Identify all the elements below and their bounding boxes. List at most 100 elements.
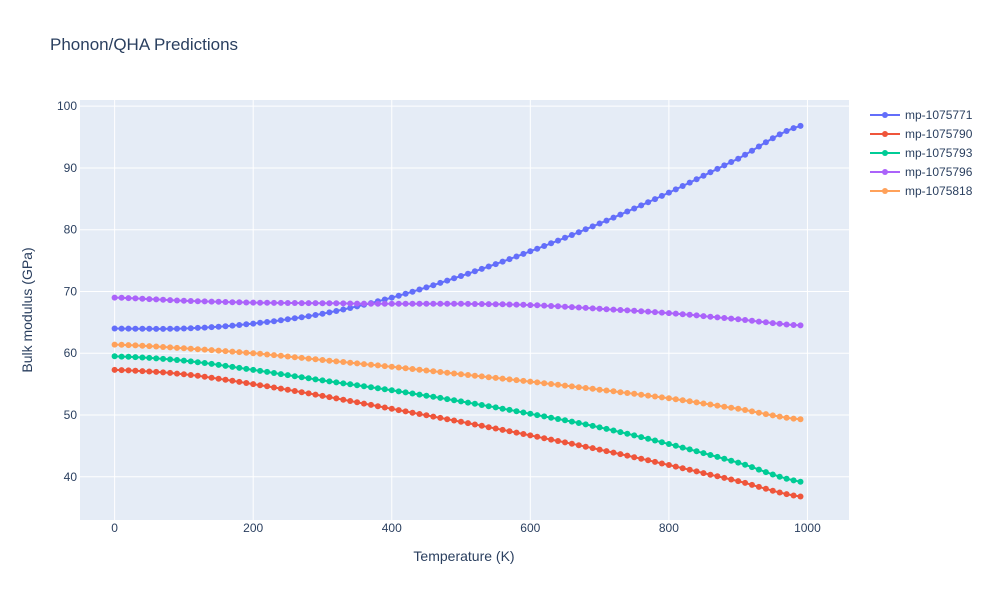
- data-point: [368, 401, 374, 408]
- legend-item-mp-1075796[interactable]: mp-1075796: [870, 165, 973, 179]
- data-point: [783, 321, 790, 328]
- data-point: [478, 265, 485, 272]
- data-point: [208, 360, 215, 367]
- data-point: [755, 143, 762, 150]
- data-point: [665, 395, 672, 402]
- data-point: [319, 310, 326, 317]
- data-point: [506, 376, 513, 383]
- data-point: [194, 324, 201, 331]
- data-point: [568, 304, 575, 311]
- series-mp-1075771: [111, 122, 804, 332]
- data-point: [465, 300, 471, 307]
- data-point: [776, 131, 783, 138]
- data-point: [347, 381, 354, 388]
- data-point: [672, 442, 679, 449]
- legend-item-mp-1075818[interactable]: mp-1075818: [870, 184, 973, 198]
- data-point: [284, 386, 291, 393]
- data-point: [742, 407, 749, 413]
- data-point: [555, 438, 561, 444]
- data-point: [783, 414, 790, 421]
- y-tick-label: 80: [64, 223, 78, 237]
- data-point: [222, 348, 229, 355]
- y-tick-label: 60: [64, 346, 78, 360]
- data-point: [243, 365, 250, 372]
- data-point: [194, 359, 201, 366]
- data-point: [679, 183, 686, 189]
- data-point: [693, 468, 700, 475]
- data-point: [797, 493, 804, 500]
- data-point: [742, 317, 749, 323]
- data-point: [610, 306, 617, 313]
- data-point: [658, 192, 665, 199]
- y-tick-label: 50: [64, 408, 78, 422]
- data-point: [423, 367, 430, 374]
- data-point: [312, 300, 319, 307]
- data-point: [118, 325, 125, 332]
- data-point: [257, 350, 264, 357]
- data-point: [132, 325, 139, 332]
- data-point: [520, 377, 527, 384]
- data-point: [513, 429, 520, 436]
- data-point: [714, 402, 721, 409]
- data-point: [631, 307, 638, 314]
- data-point: [797, 122, 804, 129]
- data-point: [305, 390, 312, 397]
- series-mp-1075796: [111, 294, 804, 329]
- data-point: [167, 325, 174, 332]
- data-point: [312, 391, 319, 398]
- data-point: [236, 322, 243, 328]
- legend-item-mp-1075790[interactable]: mp-1075790: [870, 127, 973, 141]
- data-point: [465, 270, 471, 277]
- data-point: [180, 297, 187, 304]
- data-point: [160, 344, 167, 350]
- data-point: [652, 309, 658, 316]
- data-point: [562, 417, 568, 424]
- data-point: [167, 344, 174, 351]
- data-point: [229, 322, 236, 329]
- data-point: [485, 263, 492, 270]
- data-point: [277, 385, 284, 392]
- data-point: [340, 380, 347, 387]
- data-point: [201, 298, 208, 305]
- data-point: [541, 435, 548, 442]
- legend-label: mp-1075793: [905, 146, 973, 160]
- data-point: [187, 372, 194, 378]
- data-point: [208, 324, 215, 331]
- legend[interactable]: mp-1075771 mp-1075790 mp-1075793 mp-1075796…: [870, 108, 973, 198]
- data-point: [118, 294, 125, 301]
- data-point: [354, 360, 361, 367]
- data-point: [444, 369, 451, 376]
- data-point: [797, 478, 804, 485]
- data-point: [658, 460, 665, 467]
- data-point: [555, 303, 561, 310]
- data-point: [132, 342, 139, 349]
- data-point: [395, 407, 402, 414]
- series-mp-1075790: [111, 366, 804, 500]
- data-point: [707, 471, 714, 478]
- data-point: [776, 489, 783, 496]
- data-point: [229, 363, 236, 370]
- data-point: [624, 307, 631, 314]
- y-tick-label: 40: [64, 470, 78, 484]
- data-point: [527, 410, 534, 417]
- data-point: [755, 483, 762, 490]
- data-point: [180, 371, 187, 378]
- data-point: [326, 394, 333, 401]
- data-point: [790, 415, 797, 422]
- data-point: [326, 357, 333, 364]
- data-point: [423, 392, 430, 399]
- legend-item-mp-1075771[interactable]: mp-1075771: [870, 108, 973, 122]
- data-point: [686, 311, 693, 318]
- data-point: [769, 135, 776, 142]
- y-axis-ticks: 40 50 60 70 80 90 100: [57, 99, 77, 484]
- data-point: [361, 383, 367, 390]
- data-point: [430, 300, 437, 307]
- data-point: [416, 300, 423, 307]
- data-point: [603, 387, 610, 394]
- data-point: [361, 400, 367, 407]
- data-point: [638, 434, 645, 441]
- legend-item-mp-1075793[interactable]: mp-1075793: [870, 146, 973, 160]
- data-point: [180, 325, 187, 332]
- data-point: [347, 398, 354, 404]
- data-point: [506, 406, 513, 413]
